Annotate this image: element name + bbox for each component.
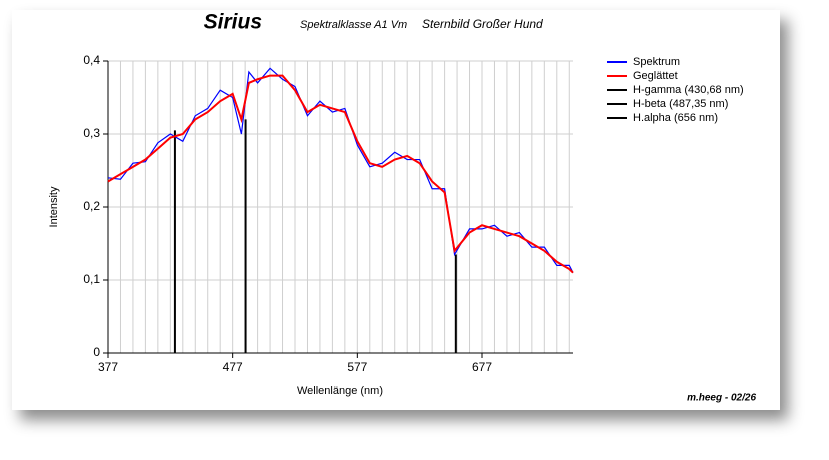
series-line xyxy=(107,74,574,274)
chart-card xyxy=(12,10,780,410)
y-tick-label: 0,2 xyxy=(83,199,100,213)
y-tick-label: 0,4 xyxy=(83,53,100,67)
x-axis-label: Wellenlänge (nm) xyxy=(297,385,383,397)
y-tick-label: 0,1 xyxy=(83,272,100,286)
y-tick-label: 0 xyxy=(93,345,100,359)
legend-label: Geglättet xyxy=(633,70,678,82)
x-tick-label: 477 xyxy=(223,360,243,374)
y-tick-label: 0,3 xyxy=(83,126,100,140)
y-axis-label: Intensity xyxy=(48,186,60,227)
x-tick-label: 377 xyxy=(98,360,118,374)
legend-label: H-gamma (430,68 nm) xyxy=(633,84,744,96)
legend-label: Spektrum xyxy=(633,56,680,68)
credit: m.heeg - 02/26 xyxy=(687,393,756,404)
chart-title: Sirius xyxy=(204,11,262,34)
legend-label: H.alpha (656 nm) xyxy=(633,112,718,124)
legend-label: H-beta (487,35 nm) xyxy=(633,98,728,110)
series-line xyxy=(107,67,574,273)
x-tick-label: 677 xyxy=(472,360,492,374)
x-tick-label: 577 xyxy=(347,360,367,374)
chart-subtitle: Spektralklasse A1 Vm xyxy=(300,19,407,31)
chart-subtitle: Sternbild Großer Hund xyxy=(422,17,543,31)
